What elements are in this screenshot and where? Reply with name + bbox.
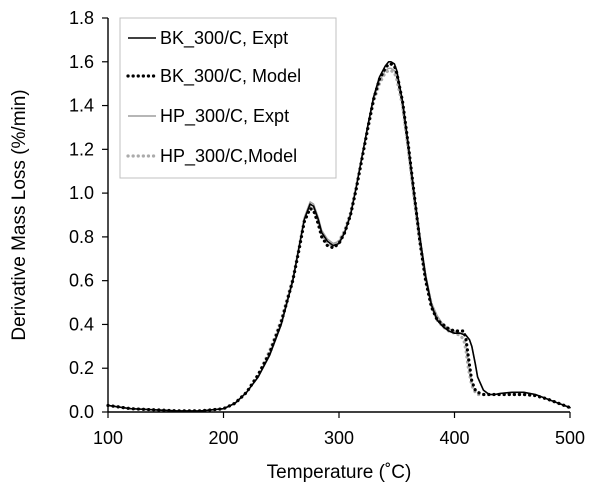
legend-label-1: BK_300/C, Expt: [160, 28, 288, 49]
y-tick-label: 0.2: [69, 358, 94, 378]
y-tick-label: 1.4: [69, 96, 94, 116]
tick-labels: 0.0 0.2 0.4 0.6 0.8 1.0 1.2 1.4 1.6 1.8 100 200 300 4…: [69, 8, 585, 448]
legend-box: [119, 17, 337, 179]
x-axis-label: Temperature (˚C): [267, 462, 412, 483]
y-tick-label: 1.6: [69, 52, 94, 72]
ticks: [102, 17, 571, 418]
legend-label-2: BK_300/C, Model: [160, 66, 301, 87]
x-tick-label: 300: [324, 428, 354, 448]
x-tick-label: 100: [93, 428, 123, 448]
x-tick-label: 200: [208, 428, 238, 448]
y-axis-label: Derivative Mass Loss (%/min): [9, 89, 30, 340]
y-tick-label: 0.8: [69, 227, 94, 247]
legend-items: BK_300/C, Expt BK_300/C, Model HP_300/C, E…: [126, 28, 301, 167]
plot-lines: [106, 60, 572, 413]
legend-label-3: HP_300/C, Expt: [160, 106, 289, 127]
x-tick-label: 500: [555, 428, 585, 448]
legend: BK_300/C, Expt BK_300/C, Model HP_300/C, E…: [119, 17, 337, 179]
y-tick-label: 1.8: [69, 8, 94, 28]
y-tick-label: 0.0: [69, 402, 94, 422]
y-tick-label: 1.0: [69, 183, 94, 203]
y-tick-label: 0.6: [69, 271, 94, 291]
y-tick-label: 0.4: [69, 314, 94, 334]
y-tick-label: 1.2: [69, 139, 94, 159]
legend-label-4: HP_300/C,Model: [160, 146, 297, 167]
series-line-2: [106, 62, 572, 413]
x-tick-label: 400: [439, 428, 469, 448]
